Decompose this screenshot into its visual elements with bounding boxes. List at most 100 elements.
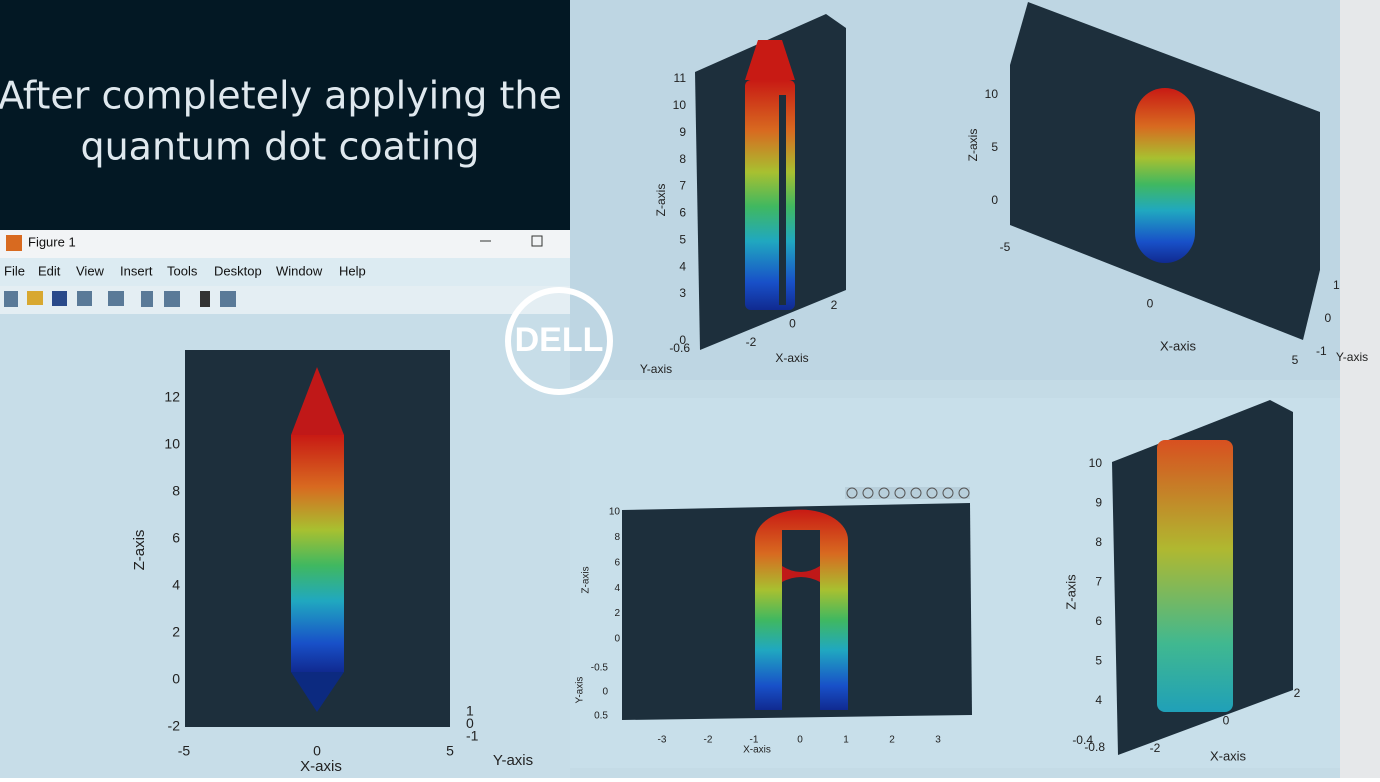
tick-label: -5 (178, 743, 191, 759)
menu-item[interactable]: Window (276, 263, 323, 278)
tick-label: -0.4 (1072, 733, 1093, 747)
tick-label: -1 (466, 728, 479, 744)
title-line: quantum dot coating (80, 125, 479, 169)
tick-label: 9 (1095, 496, 1102, 510)
tick-label: 0.5 (594, 711, 608, 722)
tick-label: 5 (1292, 353, 1299, 367)
tick-label: 6 (679, 206, 686, 220)
capsule (1135, 88, 1195, 263)
axis-label: Z-axis (1063, 574, 1078, 610)
tick-label: 0 (991, 193, 998, 207)
tick-label: 0 (313, 743, 321, 759)
tick-label: 5 (991, 140, 998, 154)
plot-toolbar (845, 487, 970, 499)
plot-area (622, 503, 972, 720)
tick-label: -2 (704, 735, 713, 746)
tick-label: -0.8 (1084, 740, 1105, 754)
tick-label: 10 (985, 87, 999, 101)
axis-label: Y-axis (575, 677, 586, 704)
tick-label: -0.5 (591, 663, 609, 674)
menu-item[interactable]: Insert (120, 263, 153, 278)
tick-label: 9 (679, 125, 686, 139)
tool-icon[interactable] (77, 291, 92, 306)
plot-tool[interactable] (910, 487, 922, 499)
title-line: After completely applying the (0, 74, 562, 118)
tool-icon[interactable] (141, 291, 153, 307)
plot-tool[interactable] (926, 487, 938, 499)
plot-tool[interactable] (958, 487, 970, 499)
tick-label: 6 (172, 530, 180, 546)
tool-icon[interactable] (164, 291, 180, 307)
tick-label: -1 (750, 735, 759, 746)
tool-icon[interactable] (220, 291, 236, 307)
plot-tool[interactable] (862, 487, 874, 499)
maximize-button[interactable] (531, 235, 543, 247)
cone-bottom (291, 672, 344, 712)
tick-label: 8 (614, 532, 620, 543)
tick-label: 5 (446, 743, 454, 759)
tick-label: -2 (1150, 741, 1161, 755)
axis-label: X-axis (1160, 338, 1197, 353)
menu-item[interactable]: Tools (167, 263, 198, 278)
tick-label: 0 (797, 735, 803, 746)
axis-label: X-axis (743, 745, 771, 756)
tick-label: 11 (674, 71, 687, 85)
menu-item[interactable]: View (76, 263, 105, 278)
tick-label: 6 (614, 557, 620, 568)
tool-icon[interactable] (200, 291, 210, 307)
tick-label: -2 (168, 718, 181, 734)
tool-icon[interactable] (52, 291, 67, 306)
tick-label: 0 (1325, 311, 1332, 325)
menu-item[interactable]: File (4, 263, 25, 278)
toolbar-icons (4, 291, 236, 307)
axis-label: Z-axis (654, 184, 668, 217)
axis-label: Z-axis (966, 129, 980, 162)
tick-label: 10 (673, 98, 687, 112)
app-icon (6, 235, 22, 251)
menu-item[interactable]: Edit (38, 263, 61, 278)
axis-label: Y-axis (1336, 350, 1368, 364)
tick-label: 2 (172, 624, 180, 640)
tick-label: 3 (679, 286, 686, 300)
tick-label: -1 (1316, 344, 1327, 358)
neck (782, 566, 820, 582)
axis-label: Y-axis (493, 752, 533, 769)
tick-label: 2 (614, 608, 620, 619)
tick-label: 6 (1095, 614, 1102, 628)
tick-label: 1 (466, 703, 474, 719)
axis-label: X-axis (300, 758, 342, 775)
tick-label: 0 (172, 671, 180, 687)
tick-label: 0 (1147, 297, 1154, 311)
plot-tool[interactable] (846, 487, 858, 499)
tick-label: 10 (1089, 456, 1103, 470)
slit (779, 95, 786, 305)
tick-label: 1 (1333, 278, 1340, 292)
axis-label: Y-axis (640, 362, 672, 376)
menu-item[interactable]: Help (339, 263, 366, 278)
tool-icon[interactable] (27, 291, 43, 305)
tick-label: 7 (1095, 575, 1102, 589)
menu-item[interactable]: Desktop (214, 263, 262, 278)
tick-label: 0 (466, 715, 474, 731)
logo: DELL (515, 321, 604, 359)
tool-icon[interactable] (4, 291, 18, 307)
tick-label: -0.6 (669, 341, 690, 355)
axis-label: Z-axis (131, 530, 148, 571)
tick-label: 8 (1095, 535, 1102, 549)
plot-tool[interactable] (894, 487, 906, 499)
cylinder (1157, 440, 1233, 712)
tool-icon[interactable] (108, 291, 124, 306)
tick-label: 10 (609, 507, 621, 518)
tick-label: 4 (172, 577, 180, 593)
tick-label: 1 (843, 735, 849, 746)
u-shell (755, 509, 848, 710)
plot-tool[interactable] (845, 487, 970, 499)
tick-label: 7 (679, 179, 686, 193)
tick-label: 0 (602, 687, 608, 698)
window-title: Figure 1 (28, 234, 76, 249)
tick-label: 2 (1294, 686, 1301, 700)
plot-tool[interactable] (942, 487, 954, 499)
cone-top (745, 40, 795, 80)
plot-tool[interactable] (878, 487, 890, 499)
